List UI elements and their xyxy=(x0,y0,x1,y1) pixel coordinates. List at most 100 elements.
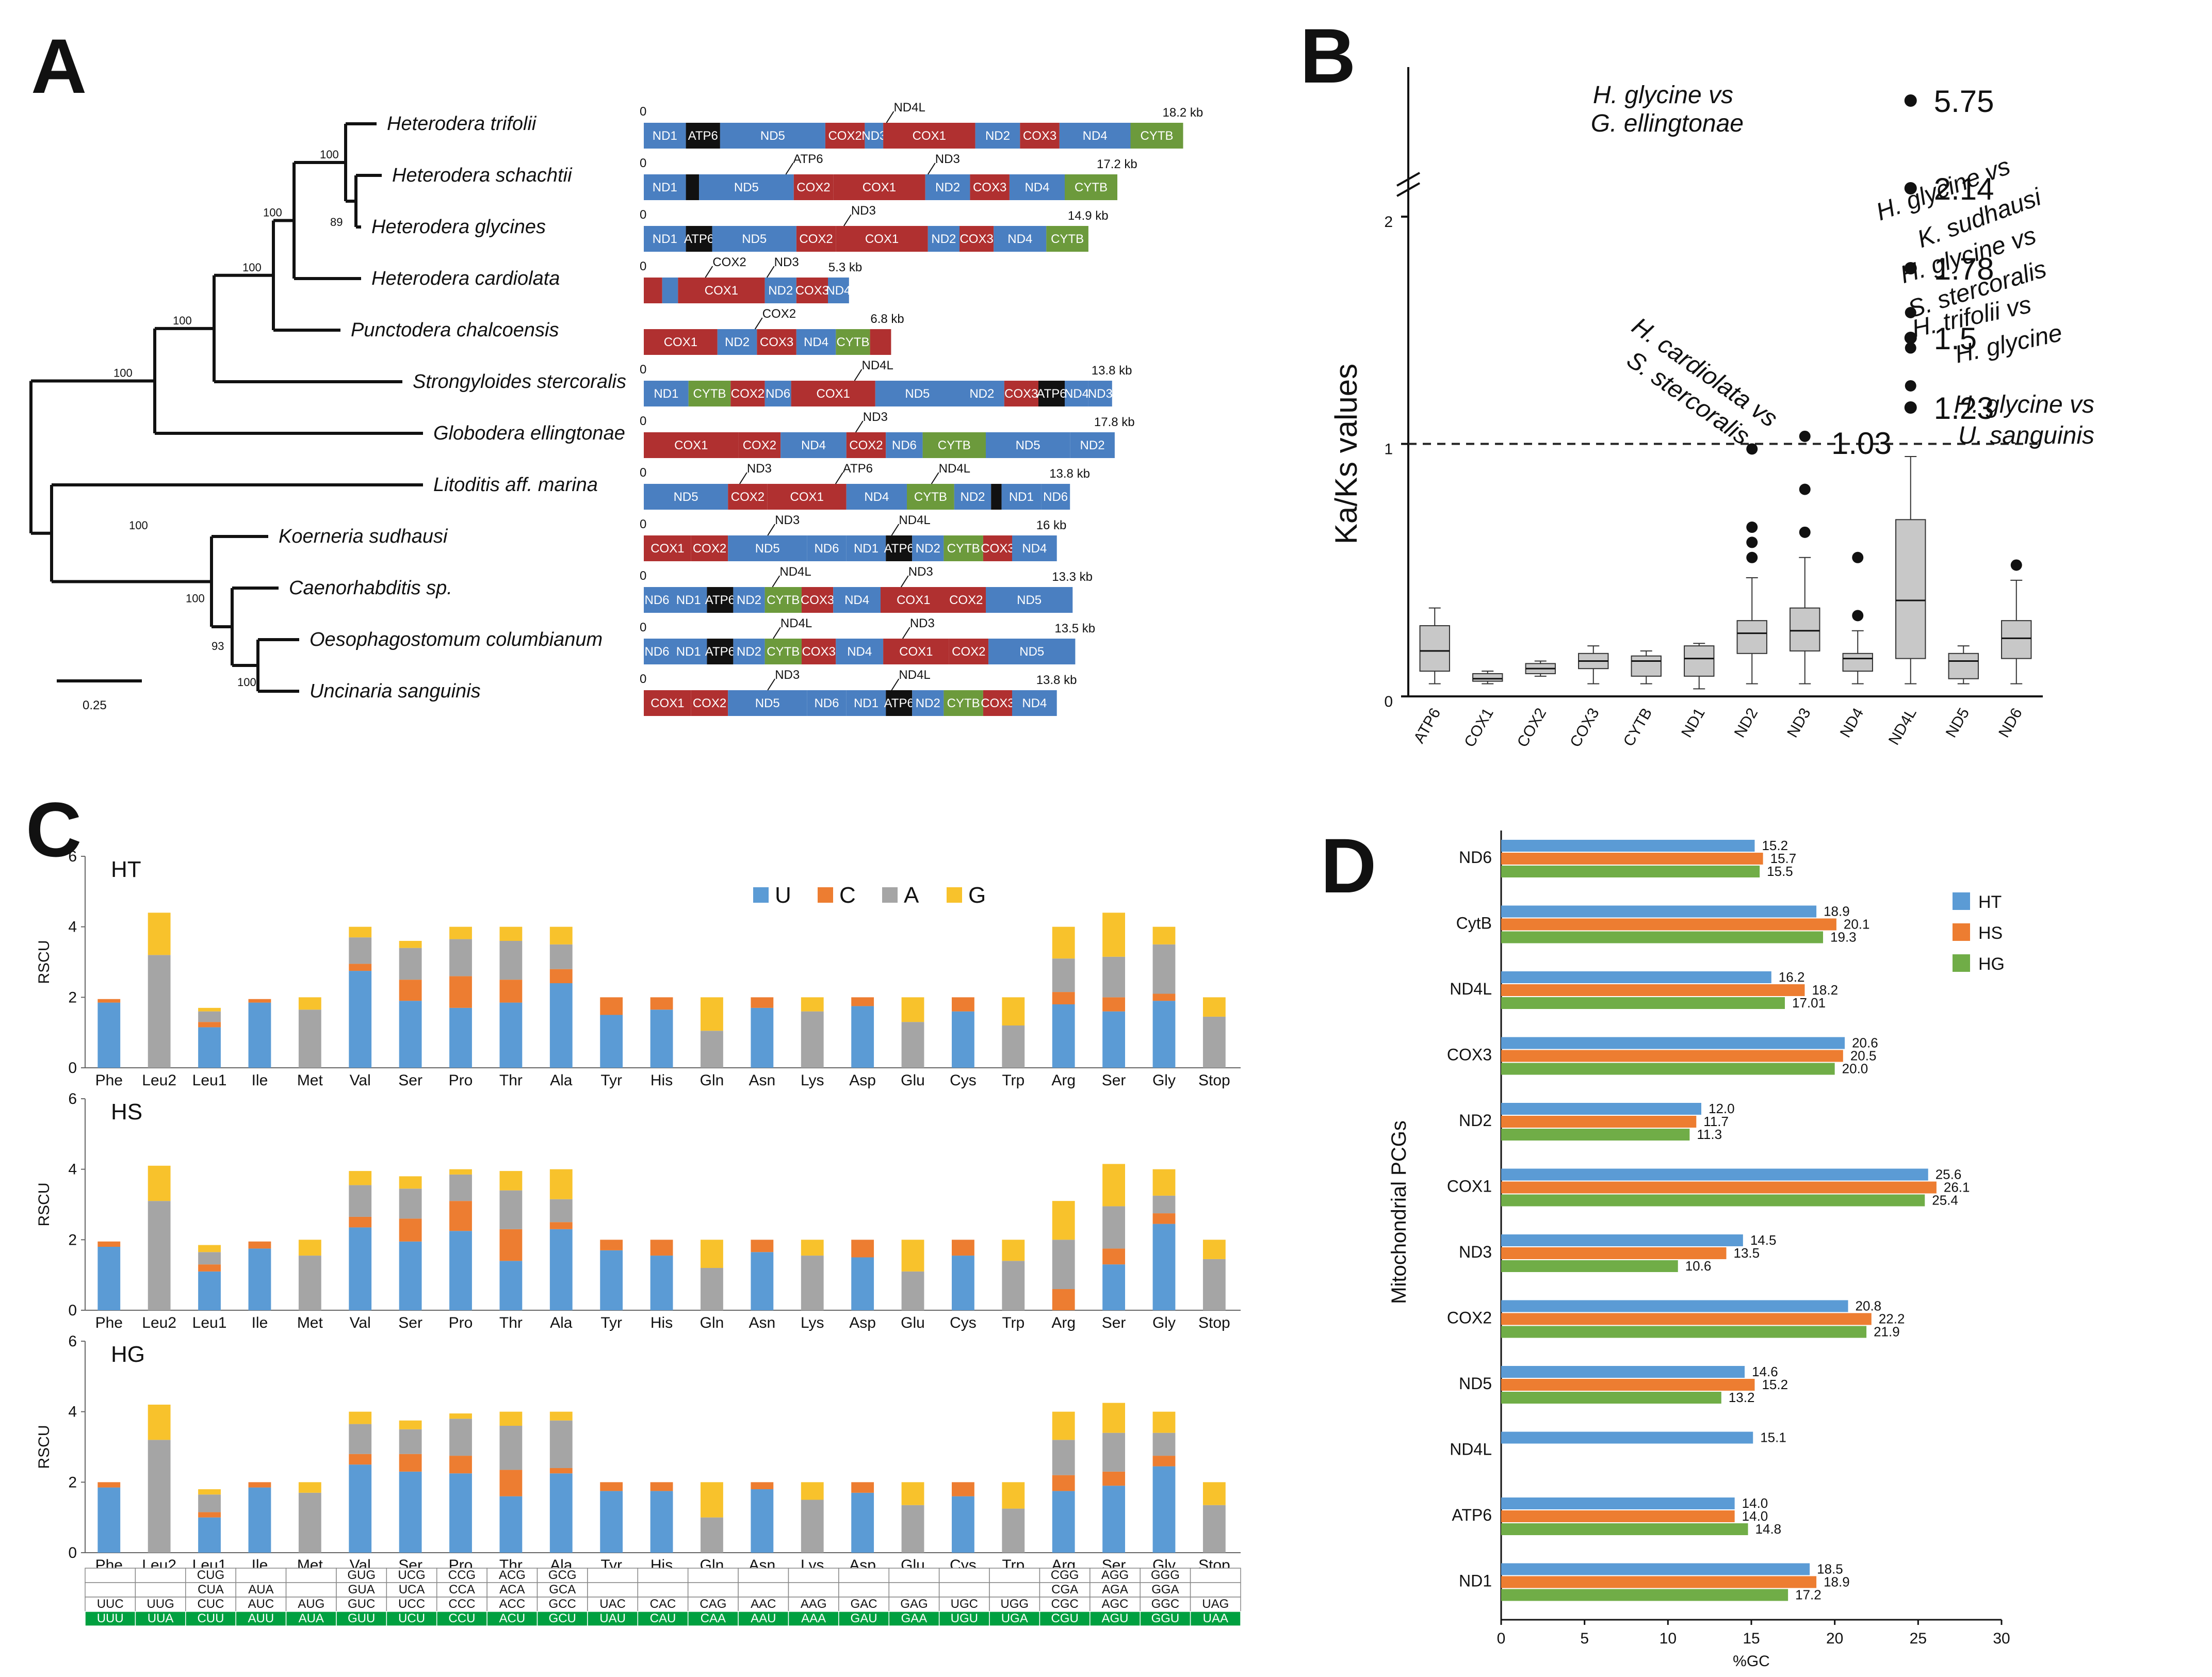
gene-label: COX2 xyxy=(796,181,830,194)
tag-leader xyxy=(902,627,910,639)
codon-cell xyxy=(838,1611,890,1626)
taxon-label: Oesophagostomum columbianum xyxy=(310,629,603,650)
rscu-bar-segment xyxy=(449,1456,472,1474)
codon-cell xyxy=(285,1568,337,1583)
y-tick-label: 2 xyxy=(1384,214,1393,231)
gene-block xyxy=(662,278,678,303)
rscu-bar-segment xyxy=(399,1420,422,1429)
legend-swatch xyxy=(1953,923,1970,941)
gene-block xyxy=(644,226,686,252)
gc-bar xyxy=(1501,1523,1748,1535)
bar-value-label: 20.8 xyxy=(1856,1298,1882,1314)
x-tick-label: ND3 xyxy=(1784,705,1814,740)
gene-block xyxy=(836,329,870,355)
rscu-bar-segment xyxy=(1152,994,1176,1001)
gene-label: ND5 xyxy=(760,129,785,143)
rscu-bar-segment xyxy=(901,997,924,1022)
codon-text: UAA xyxy=(1203,1611,1228,1625)
outlier-point xyxy=(1904,401,1917,414)
codon-cell xyxy=(938,1611,990,1626)
gene-label: ND4 xyxy=(826,284,851,298)
codon-text: CUU xyxy=(197,1611,224,1625)
gene-label: ND4 xyxy=(801,438,826,452)
gc-bar xyxy=(1501,1326,1867,1338)
codon-text: UUG xyxy=(147,1597,174,1611)
x-tick-label: Glu xyxy=(901,1314,925,1331)
rscu-bar-segment xyxy=(650,997,673,1010)
rscu-bar-segment xyxy=(198,1027,221,1068)
tag-leader xyxy=(767,524,776,536)
bootstrap-value: 100 xyxy=(242,261,262,274)
x-tick-label: Ala xyxy=(550,1314,573,1331)
rscu-bar-segment xyxy=(1052,1411,1075,1440)
genome-size: 13.8 kb xyxy=(1036,673,1077,687)
codon-cell xyxy=(185,1582,236,1598)
codon-cell xyxy=(938,1597,990,1612)
rscu-bar-segment xyxy=(701,1031,723,1068)
gene-label: COX3 xyxy=(981,696,1014,710)
genome-size: 5.3 kb xyxy=(828,260,862,274)
origin-zero: 0 xyxy=(640,621,646,634)
rscu-bar-segment xyxy=(1152,1195,1176,1214)
rscu-bar-segment xyxy=(751,1489,774,1553)
gene-label: ND3 xyxy=(861,129,886,143)
gene-tag: ND3 xyxy=(774,255,799,269)
x-tick-label: Phe xyxy=(95,1072,123,1089)
gene-block xyxy=(644,587,670,613)
bar-value-label: 15.1 xyxy=(1760,1430,1786,1445)
rscu-bar-segment xyxy=(198,1245,221,1252)
category-label: ATP6 xyxy=(1452,1506,1492,1524)
codon-cell xyxy=(587,1597,639,1612)
codon-cell xyxy=(135,1597,186,1612)
x-tick-label: Leu2 xyxy=(142,1072,176,1089)
x-tick-label: Val xyxy=(350,1314,371,1331)
rscu-bar-segment xyxy=(1102,1248,1125,1265)
rscu-bar-segment xyxy=(349,1464,372,1553)
codon-text: GGU xyxy=(1151,1611,1180,1625)
gene-block xyxy=(988,639,1076,664)
rscu-bar-segment xyxy=(549,983,573,1068)
box-iqr xyxy=(2001,620,2032,659)
gene-block xyxy=(720,123,825,149)
rscu-bar-segment xyxy=(1102,1264,1125,1310)
codon-text: GUU xyxy=(348,1611,375,1625)
gene-label: ATP6 xyxy=(1036,387,1066,401)
gene-label: ND1 xyxy=(1009,490,1034,504)
gene-block xyxy=(1088,381,1112,406)
value-label: 1.03 xyxy=(1831,426,1892,461)
gene-label: CYTB xyxy=(767,593,800,607)
category-label: ND2 xyxy=(1459,1111,1492,1130)
codon-text: AAG xyxy=(801,1597,827,1611)
gc-bar xyxy=(1501,1431,1753,1444)
gene-block xyxy=(881,587,947,613)
rscu-bar-segment xyxy=(1152,1432,1176,1456)
genome-size: 16 kb xyxy=(1036,518,1067,532)
gene-block xyxy=(959,226,994,252)
codon-text: AGG xyxy=(1101,1568,1129,1582)
panel-d-gc-chart: 0 5 10 15 20 25 30 %GC Mitochondrial PCGs ND6 15.2… xyxy=(1388,831,2010,1670)
codon-cell xyxy=(938,1568,990,1583)
codon-text: UCU xyxy=(398,1611,425,1625)
rscu-bar-segment xyxy=(1102,913,1125,957)
rscu-bar-segment xyxy=(851,1257,874,1310)
x-tick-label: Leu1 xyxy=(192,1314,227,1331)
rscu-bar-segment xyxy=(399,1218,422,1242)
outlier-point xyxy=(1852,610,1864,622)
gene-block xyxy=(802,639,836,664)
box-iqr xyxy=(1790,607,1820,652)
rscu-bar-segment xyxy=(1002,1240,1025,1261)
codon-text: UGU xyxy=(951,1611,978,1625)
panel-name: HS xyxy=(111,1099,142,1125)
gene-label: ND5 xyxy=(1019,645,1044,659)
rscu-bar-segment xyxy=(751,1482,774,1489)
gene-block xyxy=(846,484,907,510)
y-tick-label: 0 xyxy=(1384,693,1393,710)
codon-cell xyxy=(336,1582,387,1598)
gene-block xyxy=(728,535,807,561)
rscu-bar-segment xyxy=(449,1174,472,1201)
genome-size: 13.5 kb xyxy=(1054,622,1095,636)
rscu-bar-segment xyxy=(449,1419,472,1456)
x-tick-label: Gln xyxy=(700,1072,724,1089)
x-axis-label: %GC xyxy=(1733,1653,1770,1670)
gene-label: ND1 xyxy=(654,387,678,401)
